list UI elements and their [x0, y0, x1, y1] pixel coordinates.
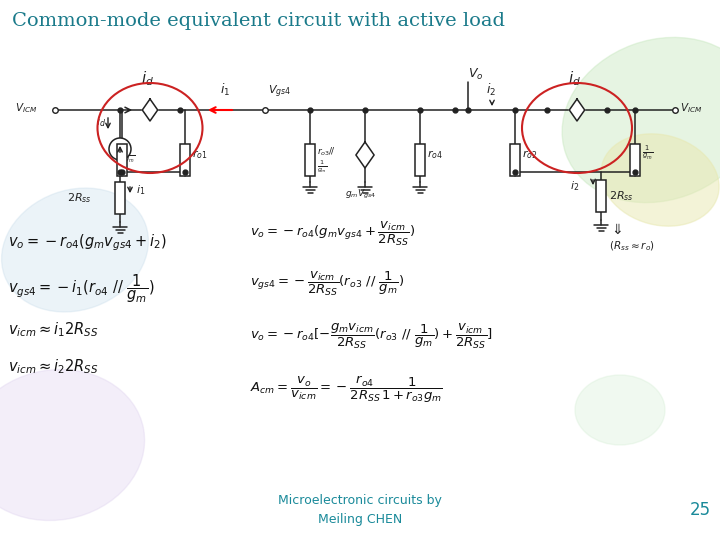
- Text: $A_{cm} = \dfrac{v_o}{v_{icm}} = -\dfrac{r_{o4}}{2R_{SS}}\dfrac{1}{1+r_{o3}g_m}$: $A_{cm} = \dfrac{v_o}{v_{icm}} = -\dfrac…: [250, 375, 443, 405]
- Text: $\Downarrow$: $\Downarrow$: [609, 223, 623, 237]
- Text: $i_2$: $i_2$: [570, 179, 579, 193]
- Bar: [305, 144, 315, 176]
- Text: $v_{icm} \approx i_2 2R_{SS}$: $v_{icm} \approx i_2 2R_{SS}$: [8, 357, 99, 376]
- Bar: [115, 182, 125, 214]
- Bar: [510, 144, 520, 176]
- Text: $V_{ICM}$: $V_{ICM}$: [14, 101, 37, 115]
- Ellipse shape: [575, 375, 665, 445]
- Text: $i_1$: $i_1$: [220, 82, 230, 98]
- Text: $\frac{1}{g_m}$: $\frac{1}{g_m}$: [124, 146, 135, 164]
- Text: 25: 25: [690, 501, 711, 519]
- Text: $V_{ICM}$: $V_{ICM}$: [680, 101, 703, 115]
- Text: $r_{o3}/\!/$: $r_{o3}/\!/$: [317, 146, 336, 158]
- Text: $v_{gs4} = -i_1(r_{o4}\ //\ \dfrac{1}{g_m})$: $v_{gs4} = -i_1(r_{o4}\ //\ \dfrac{1}{g_…: [8, 272, 155, 305]
- Text: $v_{icm} \approx i_1 2R_{SS}$: $v_{icm} \approx i_1 2R_{SS}$: [8, 320, 99, 339]
- Polygon shape: [356, 142, 374, 168]
- Text: $V_o$: $V_o$: [468, 67, 484, 82]
- Text: $r_{o4}$: $r_{o4}$: [427, 148, 443, 161]
- Text: $2R_{ss}$: $2R_{ss}$: [609, 189, 634, 203]
- Text: $r_{o1}$: $r_{o1}$: [192, 148, 207, 161]
- Text: $v_o = -r_{o4}[-\dfrac{g_m v_{icm}}{2R_{SS}}(r_{o3}\ //\ \dfrac{1}{g_m})+\dfrac{: $v_o = -r_{o4}[-\dfrac{g_m v_{icm}}{2R_{…: [250, 322, 493, 351]
- Text: $\it{i}_d$: $\it{i}_d$: [142, 69, 155, 88]
- Text: Common-mode equivalent circuit with active load: Common-mode equivalent circuit with acti…: [12, 12, 505, 30]
- Text: $i_2$: $i_2$: [486, 82, 496, 98]
- Text: $r_{o2}$: $r_{o2}$: [522, 148, 537, 161]
- Text: $v_{gs4} = -\dfrac{v_{icm}}{2R_{SS}}(r_{o3}\ //\ \dfrac{1}{g_m})$: $v_{gs4} = -\dfrac{v_{icm}}{2R_{SS}}(r_{…: [250, 270, 404, 298]
- Polygon shape: [570, 99, 585, 121]
- Bar: [630, 144, 640, 176]
- Bar: [180, 144, 190, 176]
- Text: $i_1$: $i_1$: [136, 183, 145, 197]
- Text: $\frac{1}{g_m}$: $\frac{1}{g_m}$: [317, 158, 328, 174]
- Ellipse shape: [1, 188, 148, 312]
- Text: $v_o = -r_{o4}(g_m v_{gs4} + i_2)$: $v_o = -r_{o4}(g_m v_{gs4} + i_2)$: [8, 232, 167, 253]
- Polygon shape: [143, 99, 158, 121]
- Text: $\frac{1}{g_m}$: $\frac{1}{g_m}$: [642, 143, 653, 161]
- Text: $g_m V_{gs4}$: $g_m V_{gs4}$: [345, 188, 376, 201]
- Text: $(R_{ss}\approx r_o)$: $(R_{ss}\approx r_o)$: [609, 239, 655, 253]
- Text: $v_o = -r_{o4}(g_m v_{gs4} + \dfrac{v_{icm}}{2R_{SS}})$: $v_o = -r_{o4}(g_m v_{gs4} + \dfrac{v_{i…: [250, 220, 415, 248]
- Bar: [415, 144, 425, 176]
- Ellipse shape: [0, 369, 145, 521]
- Bar: [117, 144, 127, 176]
- Text: Microelectronic circuits by
Meiling CHEN: Microelectronic circuits by Meiling CHEN: [278, 494, 442, 526]
- Text: $i_d$: $i_d$: [96, 115, 106, 129]
- Ellipse shape: [562, 37, 720, 202]
- Ellipse shape: [601, 134, 719, 226]
- Text: $2R_{ss}$: $2R_{ss}$: [67, 191, 92, 205]
- Text: $V_{gs4}$: $V_{gs4}$: [268, 84, 291, 100]
- Circle shape: [109, 138, 131, 160]
- Bar: [596, 180, 606, 212]
- Text: $\it{i}_d$: $\it{i}_d$: [569, 69, 582, 88]
